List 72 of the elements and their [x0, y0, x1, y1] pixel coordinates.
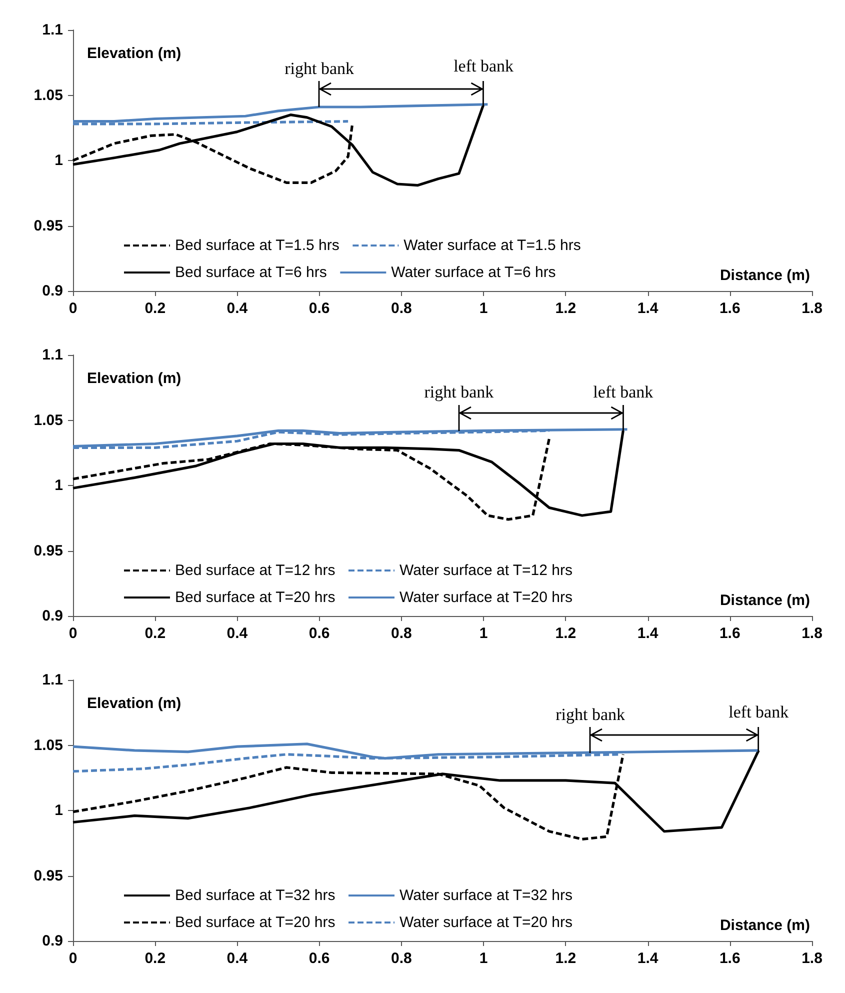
- annotation: left bank: [454, 56, 514, 76]
- x-axis-title: Distance (m): [720, 592, 810, 609]
- x-tick-label: 1.8: [802, 950, 822, 967]
- x-tick-label: 1: [479, 950, 488, 967]
- annotation: right bank: [424, 382, 494, 402]
- legend-label: Bed surface at T=32 hrs: [175, 887, 336, 904]
- x-tick-label: 0.6: [308, 300, 330, 317]
- x-tick-label: 1.8: [802, 625, 822, 642]
- x-tick-label: 0.2: [144, 625, 166, 642]
- legend-label: Bed surface at T=1.5 hrs: [175, 237, 340, 254]
- legend-label: Bed surface at T=20 hrs: [175, 914, 336, 931]
- x-tick-label: 1.2: [555, 950, 576, 967]
- y-tick-label: 1: [54, 477, 63, 494]
- y-tick-label: 0.95: [34, 542, 63, 560]
- x-tick-label: 0.4: [226, 300, 248, 317]
- annotation: right bank: [556, 705, 626, 724]
- y-tick-label: 1.05: [34, 736, 63, 754]
- x-tick-label: 1.2: [555, 300, 576, 317]
- x-tick-label: 0.6: [308, 625, 330, 642]
- line-series: [72, 429, 624, 517]
- y-tick-label: 1: [54, 152, 63, 169]
- legend-label: Bed surface at T=20 hrs: [175, 589, 336, 606]
- y-axis-title: Elevation (m): [87, 370, 182, 387]
- x-tick-label: 1.8: [802, 300, 822, 317]
- legend-label: Bed surface at T=12 hrs: [175, 562, 336, 579]
- annotation: left bank: [593, 382, 654, 402]
- legend-label: Water surface at T=20 hrs: [400, 914, 573, 931]
- x-tick-label: 0.4: [226, 950, 248, 967]
- x-tick-label: 1.6: [719, 950, 740, 967]
- x-tick-label: 0.2: [144, 300, 166, 317]
- x-tick-label: 1.6: [719, 625, 740, 642]
- x-tick-label: 0: [68, 300, 78, 317]
- x-tick-label: 0.4: [226, 625, 248, 642]
- y-tick-label: 1.1: [42, 22, 63, 38]
- y-tick-label: 0.95: [34, 867, 63, 884]
- legend-label: Water surface at T=1.5 hrs: [404, 237, 581, 254]
- x-tick-label: 0: [68, 625, 78, 642]
- x-tick-label: 0.8: [391, 300, 412, 317]
- annotation: left bank: [728, 702, 790, 722]
- y-tick-label: 1.1: [42, 672, 63, 688]
- y-axis-title: Elevation (m): [87, 695, 182, 712]
- y-tick-label: 0.95: [34, 217, 63, 234]
- x-tick-label: 1: [479, 625, 488, 642]
- x-tick-label: 0.8: [391, 625, 412, 642]
- legend-label: Bed surface at T=6 hrs: [175, 264, 327, 281]
- legend-label: Water surface at T=12 hrs: [400, 562, 573, 579]
- x-tick-label: 1.2: [555, 625, 576, 642]
- annotation: right bank: [284, 58, 355, 78]
- x-tick-label: 1.6: [719, 300, 740, 317]
- y-tick-label: 0.9: [42, 932, 63, 950]
- legend-label: Water surface at T=6 hrs: [391, 264, 556, 281]
- y-tick-label: 0.9: [42, 282, 63, 300]
- legend-label: Water surface at T=20 hrs: [400, 589, 573, 606]
- x-tick-label: 1.4: [637, 950, 659, 967]
- x-tick-label: 1.4: [637, 300, 659, 317]
- y-tick-label: 1.05: [34, 412, 63, 429]
- line-series: [72, 103, 489, 123]
- x-tick-label: 1.4: [637, 625, 659, 642]
- x-axis-title: Distance (m): [720, 267, 810, 284]
- y-tick-label: 1: [54, 802, 63, 819]
- x-tick-label: 0.8: [391, 950, 412, 967]
- y-tick-label: 1.1: [42, 346, 63, 364]
- legend-label: Water surface at T=32 hrs: [400, 887, 573, 904]
- y-axis-title: Elevation (m): [87, 45, 182, 62]
- x-tick-label: 0.6: [308, 950, 330, 967]
- line-series: [72, 103, 485, 187]
- x-tick-label: 0: [68, 950, 78, 967]
- x-tick-label: 0.2: [144, 950, 166, 967]
- y-tick-label: 1.05: [34, 86, 63, 104]
- x-tick-label: 1: [479, 300, 488, 317]
- x-axis-title: Distance (m): [720, 917, 810, 934]
- y-tick-label: 0.9: [42, 608, 63, 624]
